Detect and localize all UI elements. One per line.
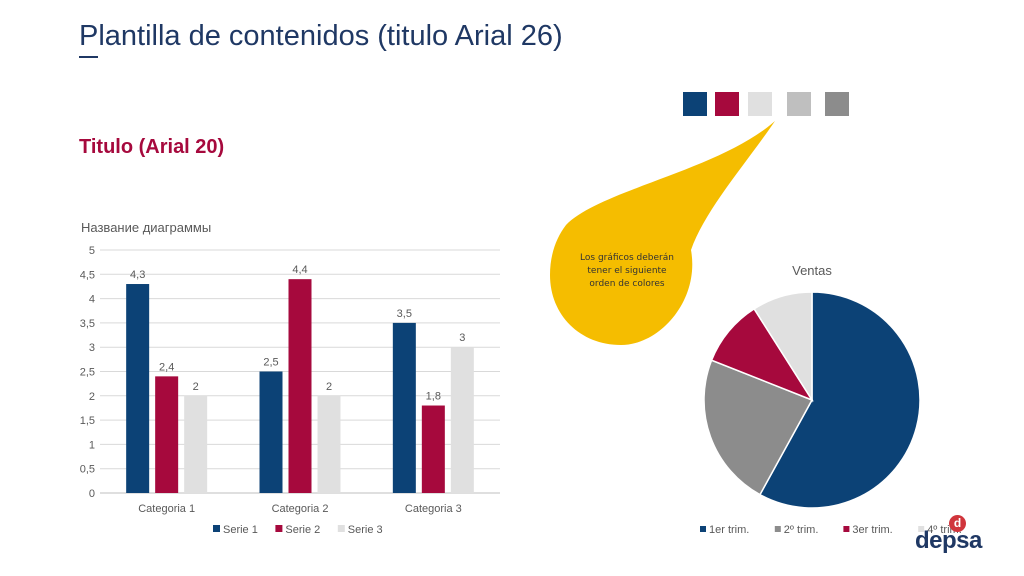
bar-chart: Название диаграммы 0 0,5 1 1,5 2 2,5 3 3,5 4 4,5 5 4… (80, 220, 500, 536)
bar (317, 395, 341, 493)
palette-swatch (748, 92, 772, 116)
slide-title: Plantilla de contenidos (titulo Arial 26… (79, 20, 563, 52)
legend-label: 1er trim. (709, 524, 749, 536)
bar-data-label: 1,8 (426, 391, 441, 403)
title-underline (79, 56, 98, 58)
callout-text: Los gráficos deberán tener el siguiente … (568, 252, 686, 291)
legend-swatch (275, 525, 283, 532)
bar (184, 395, 208, 493)
pie-slice (758, 291, 921, 509)
legend-label: Serie 3 (348, 524, 383, 536)
pie-chart-title: Ventas (792, 263, 832, 278)
legend-swatch (700, 526, 706, 532)
pie-slice (703, 359, 814, 496)
bar (450, 347, 474, 493)
callout-line: tener el siguiente (587, 266, 667, 276)
palette-swatch (787, 92, 811, 116)
y-tick-label: 2,5 (80, 367, 95, 379)
y-tick-label: 3,5 (80, 318, 95, 330)
legend-swatch (843, 526, 850, 532)
bar-data-label: 4,3 (130, 269, 145, 281)
legend-swatch (774, 526, 781, 532)
bar (259, 371, 283, 493)
y-tick-label: 1,5 (80, 415, 95, 427)
bar-data-label: 2 (193, 381, 199, 393)
y-tick-label: 5 (89, 245, 95, 257)
x-category-label: Categoria 2 (272, 503, 329, 515)
y-tick-label: 1 (89, 439, 95, 451)
bar-data-label: 3,5 (397, 308, 412, 320)
bar-data-label: 3 (459, 332, 465, 344)
logo-wordmark: depsa (915, 527, 982, 554)
bar-data-label: 2,5 (263, 357, 278, 369)
callout-line: orden de colores (589, 279, 665, 289)
palette-swatch (715, 92, 739, 116)
callout-bubble (550, 121, 775, 345)
callout-line: Los gráficos deberán (580, 253, 674, 263)
bar (392, 322, 416, 493)
bar-chart-title: Название диаграммы (81, 220, 211, 235)
legend-label: Serie 2 (285, 524, 320, 536)
y-tick-label: 0 (89, 488, 95, 500)
bar-data-label: 2,4 (159, 361, 174, 373)
bar (288, 279, 312, 493)
y-tick-label: 3 (89, 342, 95, 354)
palette-swatch (825, 92, 849, 116)
depsa-logo: d depsa (915, 515, 982, 555)
bar (155, 376, 179, 493)
legend-swatch (337, 525, 345, 532)
bar-data-label: 2 (326, 381, 332, 393)
legend-label: 2º trim. (784, 524, 819, 536)
bar (421, 405, 445, 493)
legend-swatch (918, 526, 925, 532)
bar-data-label: 4,4 (292, 264, 307, 276)
x-category-label: Categoria 1 (138, 503, 195, 515)
bar (126, 284, 150, 493)
legend-label: Serie 1 (223, 524, 258, 536)
y-tick-label: 4 (89, 294, 95, 306)
logo-mark: d (949, 515, 966, 532)
legend-swatch (213, 525, 220, 532)
y-tick-label: 0,5 (80, 464, 95, 476)
x-category-label: Categoria 3 (405, 503, 462, 515)
legend-label: 3er trim. (852, 524, 892, 536)
slide-subtitle: Titulo (Arial 20) (79, 136, 225, 158)
pie-slice (753, 291, 813, 403)
palette-swatch (683, 92, 707, 116)
y-tick-label: 2 (89, 391, 95, 403)
y-tick-label: 4,5 (80, 269, 95, 281)
